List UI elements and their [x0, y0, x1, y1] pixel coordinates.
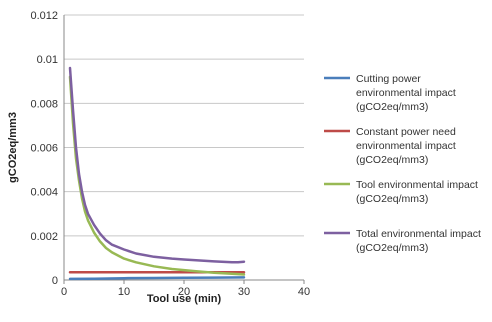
- legend-label: (gCO2eq/mm3): [356, 101, 428, 113]
- y-tick-label: 0.004: [30, 187, 58, 199]
- x-tick-label: 20: [178, 286, 190, 298]
- y-tick-label: 0: [52, 275, 58, 287]
- y-tick-labels: 0 0.002 0.004 0.006 0.008 0.01 0.012: [30, 10, 58, 287]
- legend-label: (gCO2eq/mm3): [356, 154, 428, 166]
- legend-label: (gCO2eq/mm3): [356, 242, 428, 254]
- y-tick-label: 0.012: [30, 10, 58, 22]
- x-tick-label: 10: [118, 286, 130, 298]
- x-tick-label: 40: [298, 286, 310, 298]
- series-lines: [68, 66, 246, 281]
- legend: Cutting power environmental impact (gCO2eq…: [324, 73, 481, 254]
- x-tick-label: 30: [238, 286, 250, 298]
- axes: [63, 15, 305, 284]
- y-tick-label: 0.006: [30, 143, 58, 155]
- legend-label: (gCO2eq/mm3): [356, 193, 428, 205]
- legend-label: Tool environmental impact: [356, 179, 478, 191]
- legend-label: Constant power need: [356, 126, 456, 138]
- legend-label: environmental impact: [356, 140, 456, 152]
- legend-label: Cutting power: [356, 73, 421, 85]
- x-axis-title: Tool use (min): [147, 293, 222, 305]
- x-tick-label: 0: [61, 286, 67, 298]
- series-line-3: [68, 75, 246, 276]
- y-tick-label: 0.01: [37, 54, 58, 66]
- y-tick-label: 0.002: [30, 231, 58, 243]
- series-line-1: [68, 276, 246, 281]
- gridlines: [64, 14, 304, 237]
- x-tick-labels: 0 10 20 30 40: [61, 286, 310, 298]
- series-line-4: [68, 66, 246, 264]
- legend-label: Total environmental impact: [356, 228, 481, 240]
- legend-label: environmental impact: [356, 87, 456, 99]
- y-tick-label: 0.008: [30, 98, 58, 110]
- y-axis-title: gCO2eq/mm3: [7, 112, 19, 183]
